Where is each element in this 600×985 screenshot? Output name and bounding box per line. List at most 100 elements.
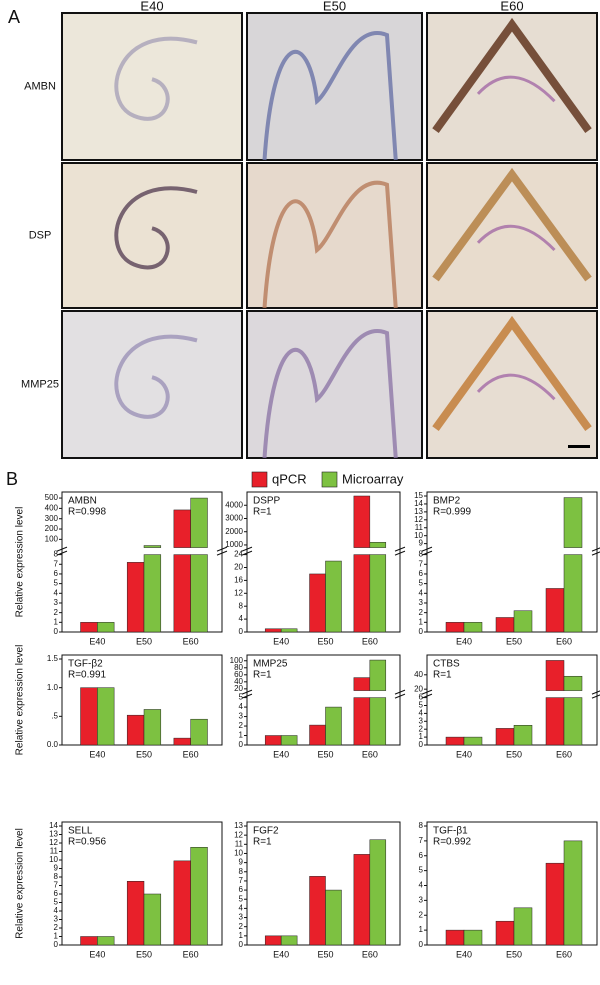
bar [563,840,583,946]
x-tick-label: E60 [556,749,572,759]
annotation: R=1 [253,507,272,518]
bar [563,675,583,691]
axis-break [591,690,600,695]
x-tick-label: E50 [506,949,522,959]
bar [126,714,145,746]
x-tick-label: E60 [183,749,199,759]
y-tick-label: 2 [54,923,59,932]
y-tick-label: 6 [419,693,424,702]
y-tick-label: 9 [54,864,59,873]
y-tick-label: 12 [49,838,58,847]
bar [309,724,326,746]
chart-title: SELL [68,826,93,837]
x-tick-label: E40 [456,949,472,959]
y-tick-label: 1 [54,932,59,941]
y-tick-label: 1 [239,731,244,740]
bar [353,495,371,548]
column-label: E40 [140,0,163,13]
tissue-outline [262,30,398,161]
y-tick-label: .5 [51,711,58,720]
bar [463,736,483,746]
bar [280,935,298,946]
axis-break [241,693,253,699]
bar [513,610,533,633]
y-tick-label: 40 [414,670,423,679]
bar [264,735,282,746]
y-tick-label: 11 [50,847,59,856]
x-tick-label: E40 [273,949,289,959]
bar [563,697,583,746]
y-tick-label: 0 [239,740,244,749]
tissue-outline [262,328,398,459]
axis-break [591,694,600,699]
y-tick-label: 400 [45,503,59,512]
y-tick-label: 1000 [225,540,243,549]
x-tick-label: E40 [273,636,289,646]
micrograph [426,162,598,309]
y-tick-label: 10 [234,849,243,858]
y-tick-label: 14 [414,499,423,508]
y-tick-label: 7 [54,559,59,568]
tissue-outline [476,75,556,103]
bar [325,889,342,946]
bar [309,876,326,946]
tissue-outline [476,373,556,401]
y-axis-label: Relative expression level [15,507,26,618]
bar [495,920,515,946]
bar [190,718,208,746]
x-tick-label: E40 [89,749,105,759]
bar [353,697,371,746]
y-tick-label: 24 [234,550,243,559]
y-tick-label: 15 [414,491,423,500]
y-tick-label: 13 [234,821,243,830]
bar [513,907,533,946]
legend-label: Microarray [342,471,404,486]
bar [143,554,162,633]
bar [353,677,371,691]
axis-break [421,689,433,695]
column-label: E50 [323,0,346,13]
x-tick-label: E60 [362,949,378,959]
chart-title: BMP2 [433,496,461,507]
x-tick-label: E40 [89,949,105,959]
y-tick-label: 0.0 [47,740,59,749]
y-tick-label: 7 [54,881,59,890]
y-tick-label: 9 [419,539,424,548]
chart-title: MMP25 [253,659,288,670]
y-tick-label: 4000 [225,500,243,509]
annotation: R=0.999 [433,507,472,518]
tissue-outline [432,167,592,282]
x-tick-label: E60 [556,636,572,646]
y-tick-label: 10 [414,531,423,540]
bar [563,497,583,548]
y-tick-label: 2 [419,608,424,617]
x-tick-label: E50 [317,949,333,959]
bar [325,560,342,633]
y-tick-label: 8 [54,872,59,881]
y-tick-label: 0 [419,740,424,749]
y-tick-label: 3 [239,712,244,721]
y-tick-label: 60 [234,670,243,679]
bar [369,697,387,746]
y-tick-label: 40 [234,677,243,686]
y-tick-label: 1 [419,617,424,626]
y-tick-label: 10 [49,855,58,864]
bar [173,554,191,633]
annotation: R=1 [253,837,272,848]
bar [309,573,326,633]
y-tick-label: 4 [419,709,424,718]
bar [463,622,483,633]
axis-break [421,693,433,699]
y-tick-label: 4 [419,881,424,890]
y-tick-label: 2 [419,910,424,919]
y-tick-label: 0 [419,627,424,636]
y-tick-label: 13 [49,830,58,839]
y-tick-label: 2 [419,724,424,733]
micrograph [426,310,598,459]
chart-title: CTBS [433,659,460,670]
tissue-outline [476,224,556,252]
panel-label: A [8,7,20,27]
scale-bar [568,445,590,448]
bar [513,725,533,746]
axis-break [394,689,406,695]
